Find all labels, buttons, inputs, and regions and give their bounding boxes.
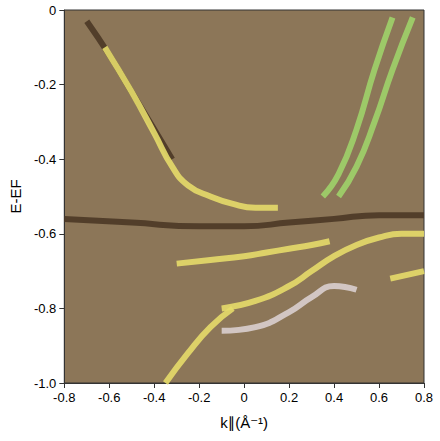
svg-text:-0.4: -0.4	[34, 152, 56, 167]
svg-text:-0.2: -0.2	[188, 390, 210, 405]
svg-text:-0.2: -0.2	[34, 77, 56, 92]
svg-text:-0.8: -0.8	[34, 301, 56, 316]
svg-text:0.6: 0.6	[370, 390, 388, 405]
svg-text:0: 0	[49, 3, 56, 18]
svg-text:E-EF: E-EF	[7, 179, 24, 213]
svg-text:0.2: 0.2	[280, 390, 298, 405]
svg-text:-0.4: -0.4	[143, 390, 165, 405]
svg-text:-0.6: -0.6	[98, 390, 120, 405]
svg-text:-0.8: -0.8	[53, 390, 75, 405]
svg-text:k∥(Å⁻¹): k∥(Å⁻¹)	[220, 414, 268, 432]
svg-text:-1.0: -1.0	[34, 376, 56, 391]
svg-text:-0.6: -0.6	[34, 226, 56, 241]
svg-text:0: 0	[241, 390, 248, 405]
svg-text:0.8: 0.8	[415, 390, 433, 405]
svg-text:0.4: 0.4	[325, 390, 343, 405]
